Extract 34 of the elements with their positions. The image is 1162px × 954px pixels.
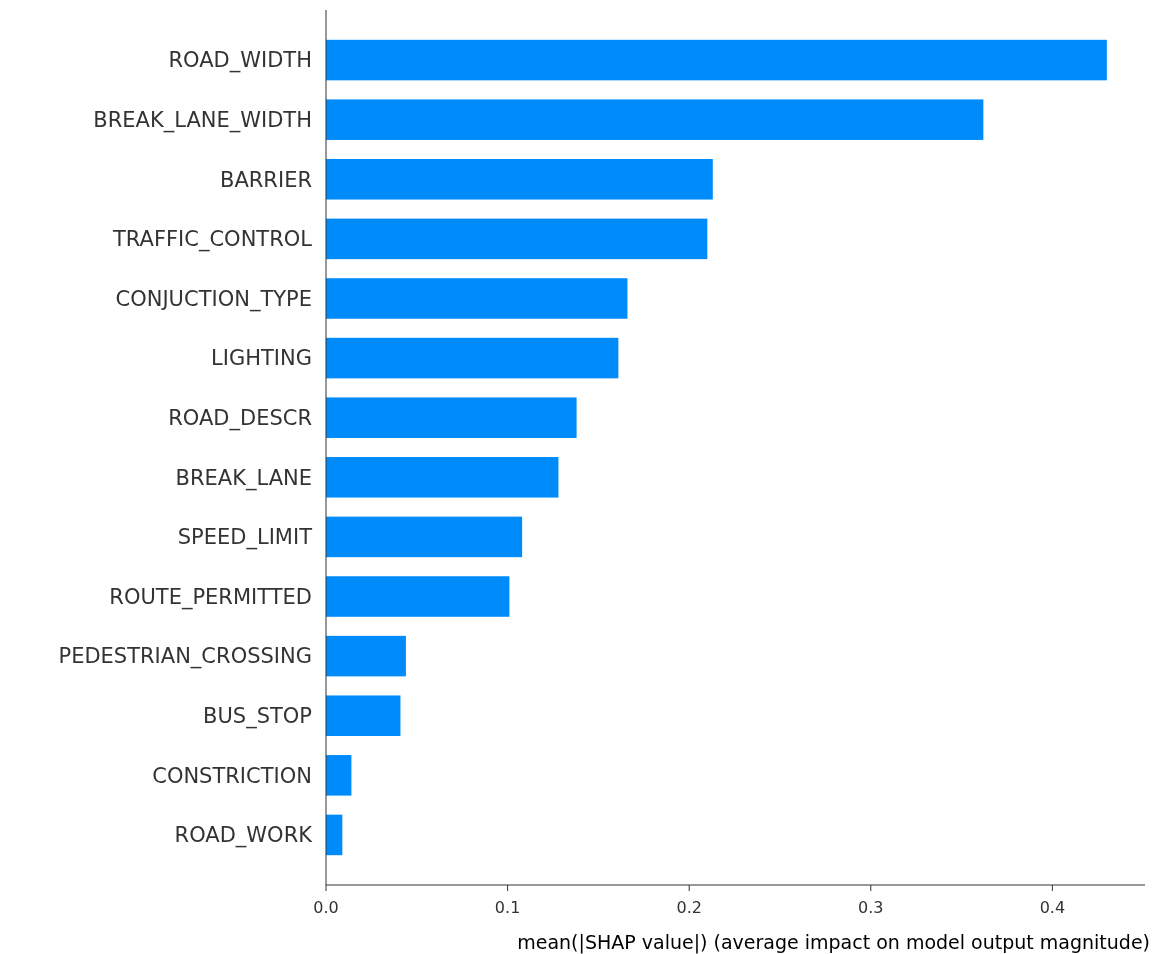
bar — [326, 814, 343, 856]
y-tick-label: BREAK_LANE — [175, 465, 312, 491]
x-tick-label: 0.3 — [858, 898, 884, 917]
y-tick-label: ROUTE_PERMITTED — [109, 584, 312, 610]
y-tick-label: ROAD_WORK — [174, 823, 314, 849]
bar — [326, 635, 406, 677]
y-tick-label: ROAD_DESCR — [168, 406, 312, 432]
y-tick-label: BARRIER — [219, 167, 312, 192]
bar — [326, 397, 577, 438]
bar — [326, 516, 523, 558]
x-tick-label: 0.0 — [313, 898, 339, 917]
bar — [326, 337, 619, 379]
bar — [326, 159, 713, 200]
y-tick-label: PEDESTRIAN_CROSSING — [58, 644, 312, 670]
x-tick-label: 0.2 — [676, 898, 702, 917]
y-tick-label: CONJUCTION_TYPE — [115, 286, 312, 312]
bar — [326, 755, 352, 796]
y-tick-label: BREAK_LANE_WIDTH — [93, 108, 312, 134]
y-tick-label: TRAFFIC_CONTROL — [112, 227, 313, 253]
y-tick-label: LIGHTING — [211, 346, 312, 371]
bar — [326, 99, 984, 140]
y-tick-label: BUS_STOP — [203, 704, 312, 730]
bar — [326, 218, 708, 260]
y-tick-label: SPEED_LIMIT — [177, 525, 313, 551]
x-axis-title: mean(|SHAP value|) (average impact on model output magnitude) — [517, 931, 1150, 954]
y-tick-label: ROAD_WIDTH — [168, 48, 312, 74]
bar — [326, 695, 401, 736]
bar — [326, 39, 1107, 81]
y-tick-label: CONSTRICTION — [152, 763, 312, 788]
x-tick-label: 0.1 — [494, 898, 521, 917]
bar — [326, 457, 559, 498]
x-tick-label: 0.4 — [1039, 898, 1066, 917]
bar — [326, 576, 510, 617]
bar — [326, 278, 628, 319]
